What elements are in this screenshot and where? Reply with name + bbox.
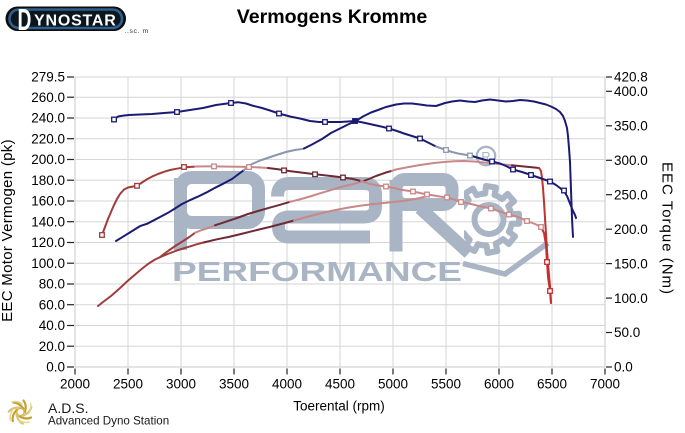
svg-text:80.0: 80.0 — [39, 277, 65, 292]
svg-text:400.0: 400.0 — [614, 84, 648, 99]
svg-text:0.0: 0.0 — [46, 360, 65, 375]
svg-text:350.0: 350.0 — [614, 119, 648, 134]
svg-text:Vermogens Kromme: Vermogens Kromme — [237, 6, 428, 28]
svg-text:20.0: 20.0 — [39, 339, 65, 354]
svg-text:160.0: 160.0 — [31, 194, 65, 209]
svg-text:EEC Motor Vermogen (pk): EEC Motor Vermogen (pk) — [0, 139, 16, 322]
svg-text:40.0: 40.0 — [39, 318, 65, 333]
svg-text:..sc. m: ..sc. m — [125, 28, 149, 35]
svg-text:6000: 6000 — [484, 377, 514, 392]
svg-text:2000: 2000 — [60, 377, 90, 392]
svg-text:EEC Torque (Nm): EEC Torque (Nm) — [659, 162, 676, 295]
svg-text:100.0: 100.0 — [614, 291, 648, 306]
svg-text:220.0: 220.0 — [31, 131, 65, 146]
svg-text:YNOSTAR: YNOSTAR — [34, 13, 117, 30]
svg-text:A.D.S.: A.D.S. — [48, 400, 88, 416]
svg-text:4000: 4000 — [272, 377, 302, 392]
svg-text:279.5: 279.5 — [31, 70, 65, 85]
svg-text:250.0: 250.0 — [614, 187, 648, 202]
svg-text:200.0: 200.0 — [31, 152, 65, 167]
svg-text:2500: 2500 — [113, 377, 143, 392]
svg-text:6500: 6500 — [537, 377, 567, 392]
svg-text:420.8: 420.8 — [614, 70, 648, 85]
svg-text:60.0: 60.0 — [39, 297, 65, 312]
svg-text:3500: 3500 — [219, 377, 249, 392]
svg-text:PERFORMANCE: PERFORMANCE — [172, 256, 462, 287]
svg-text:240.0: 240.0 — [31, 111, 65, 126]
svg-text:260.0: 260.0 — [31, 90, 65, 105]
svg-text:D: D — [18, 4, 32, 38]
svg-text:5500: 5500 — [431, 377, 461, 392]
svg-text:300.0: 300.0 — [614, 153, 648, 168]
svg-text:0.0: 0.0 — [614, 360, 633, 375]
svg-text:100.0: 100.0 — [31, 256, 65, 271]
svg-text:5000: 5000 — [378, 377, 408, 392]
svg-text:50.0: 50.0 — [614, 325, 640, 340]
svg-text:R: R — [481, 149, 490, 164]
svg-text:4500: 4500 — [325, 377, 355, 392]
svg-text:3000: 3000 — [166, 377, 196, 392]
svg-text:Advanced Dyno Station: Advanced Dyno Station — [48, 415, 169, 428]
svg-text:200.0: 200.0 — [614, 222, 648, 237]
svg-text:180.0: 180.0 — [31, 173, 65, 188]
svg-text:150.0: 150.0 — [614, 256, 648, 271]
svg-text:7000: 7000 — [590, 377, 620, 392]
svg-text:120.0: 120.0 — [31, 235, 65, 250]
svg-text:Toerental (rpm): Toerental (rpm) — [293, 399, 385, 414]
svg-text:140.0: 140.0 — [31, 214, 65, 229]
